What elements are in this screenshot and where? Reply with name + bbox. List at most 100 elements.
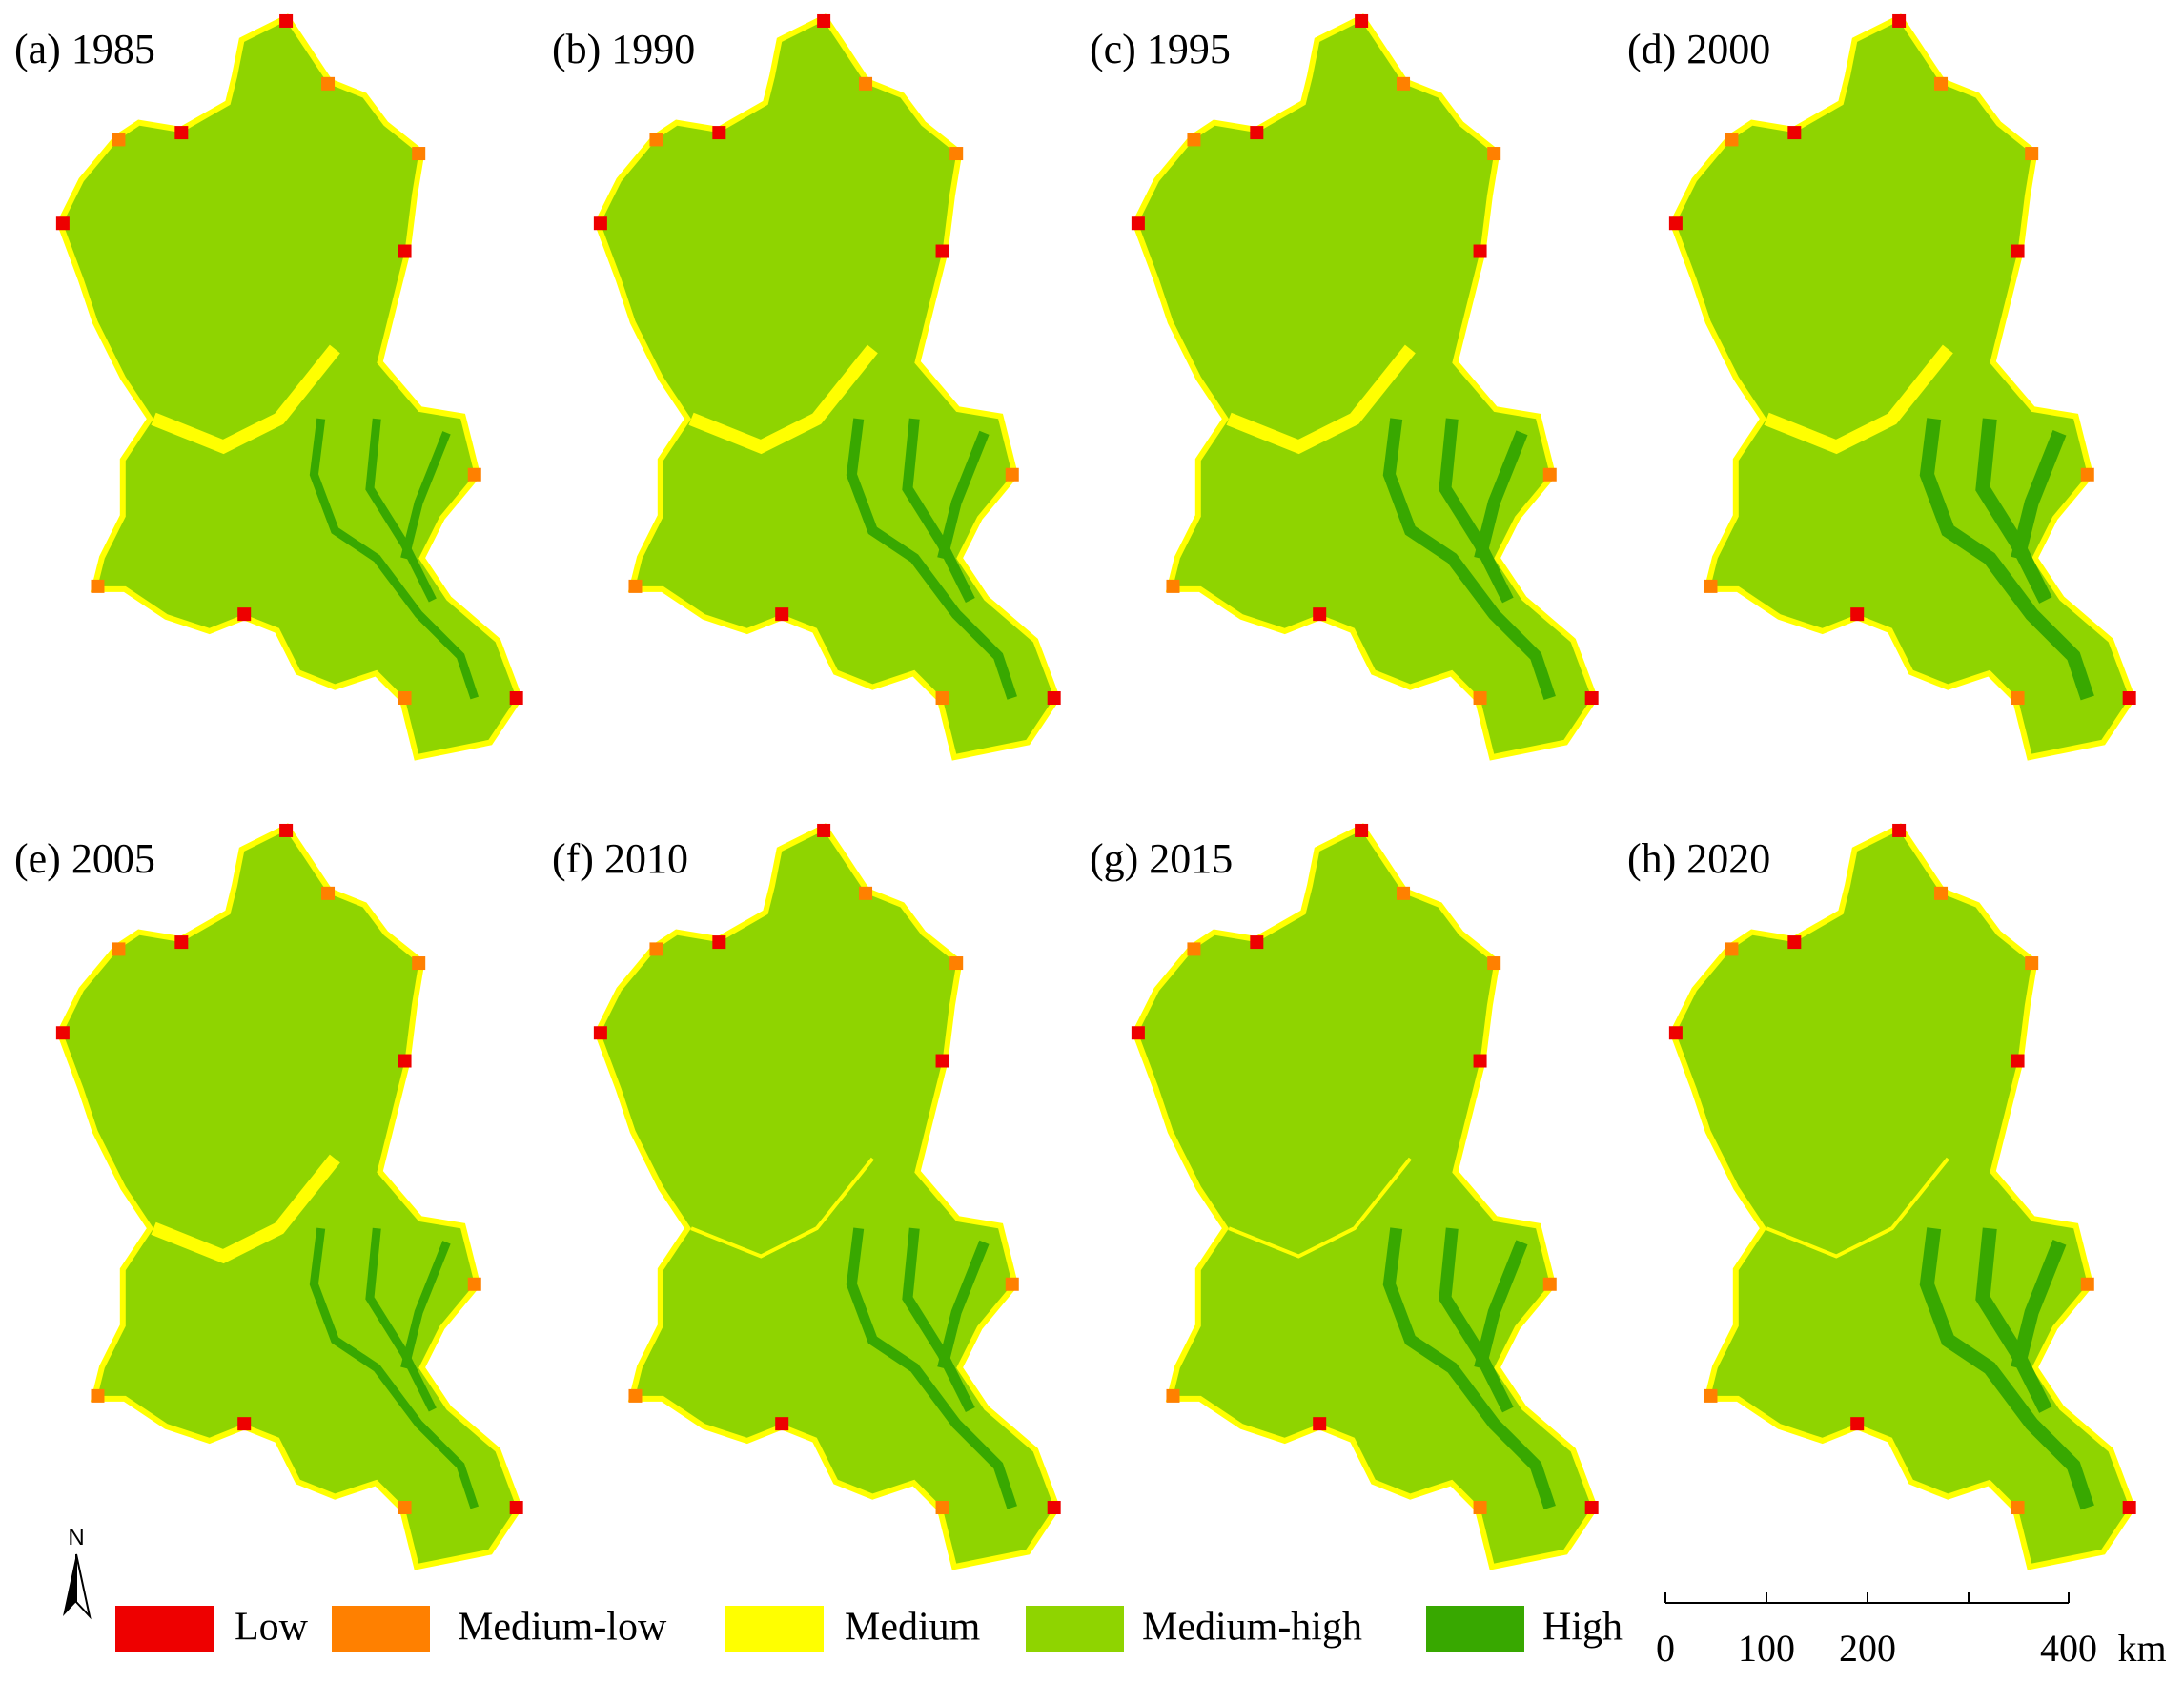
high-zone xyxy=(1439,1227,1514,1413)
edge-cell xyxy=(593,216,607,231)
north-arrow-half xyxy=(75,1553,92,1620)
legend-label: High xyxy=(1542,1606,1623,1650)
edge-cell xyxy=(1355,13,1369,28)
edge-cell xyxy=(859,886,873,900)
map-panel: (a) 1985 xyxy=(14,13,523,761)
edge-cell xyxy=(859,76,873,91)
region-fill xyxy=(1137,831,1592,1564)
edge-cell xyxy=(949,956,964,971)
edge-cell xyxy=(817,823,831,837)
panel-label: (a) 1985 xyxy=(14,26,155,72)
edge-cell xyxy=(1313,1417,1327,1431)
scale-bar: 0 100 200 400 km xyxy=(1656,1592,2167,1670)
panel-label: (e) 2005 xyxy=(14,835,155,882)
edge-cell xyxy=(628,1388,643,1403)
edge-cell xyxy=(935,1501,949,1514)
edge-cell xyxy=(279,823,294,837)
edge-cell xyxy=(467,1277,481,1291)
map-panel: (d) 2000 xyxy=(1627,13,2136,761)
edge-cell xyxy=(1584,691,1599,705)
panel-label: (b) 1990 xyxy=(552,26,695,72)
high-zone xyxy=(1382,418,1556,701)
high-zone xyxy=(400,431,451,560)
edge-cell xyxy=(1892,823,1907,837)
edge-cell xyxy=(321,886,336,900)
edge-cell xyxy=(1131,1026,1145,1040)
map-panel: (c) 1995 xyxy=(1090,13,1599,761)
scale-label: 100 xyxy=(1738,1627,1795,1670)
edge-cell xyxy=(1397,76,1411,91)
edge-cell xyxy=(1355,823,1369,837)
edge-cell xyxy=(593,1026,607,1040)
panel-label: (c) 1995 xyxy=(1090,26,1231,72)
legend-label: Low xyxy=(235,1606,309,1650)
edge-cell xyxy=(1668,216,1683,231)
edge-cell xyxy=(775,1417,789,1431)
region-fill xyxy=(1675,831,2130,1564)
medium-zone xyxy=(688,344,878,455)
map-panel: (b) 1990 xyxy=(552,13,1061,761)
high-zone xyxy=(365,418,437,603)
edge-cell xyxy=(1704,1388,1718,1403)
edge-cell xyxy=(55,216,70,231)
legend-label: Medium xyxy=(845,1606,981,1650)
medium-zone xyxy=(1764,344,1953,455)
edge-cell xyxy=(398,1054,412,1068)
edge-cell xyxy=(1487,956,1501,971)
edge-cell xyxy=(1313,607,1327,622)
map-panel: (e) 2005 xyxy=(14,823,523,1570)
edge-cell xyxy=(467,467,481,482)
edge-cell xyxy=(1850,607,1865,622)
legend-swatch xyxy=(332,1606,430,1652)
edge-cell xyxy=(1850,1417,1865,1431)
edge-cell xyxy=(1166,579,1180,593)
edge-cell xyxy=(1131,216,1145,231)
panel-label: (d) 2000 xyxy=(1627,26,1770,72)
edge-cell xyxy=(91,1388,105,1403)
panel-label: (h) 2020 xyxy=(1627,835,1770,882)
edge-cell xyxy=(2080,467,2094,482)
high-zone xyxy=(846,418,1017,700)
edge-cell xyxy=(935,1054,949,1068)
edge-cell xyxy=(1250,935,1264,950)
edge-cell xyxy=(55,1026,70,1040)
edge-cell xyxy=(935,244,949,258)
edge-cell xyxy=(1934,886,1949,900)
scale-label: 400 xyxy=(2040,1627,2097,1670)
edge-cell xyxy=(1397,886,1411,900)
edge-cell xyxy=(1047,1501,1061,1514)
medium-zone xyxy=(151,1154,340,1264)
edge-cell xyxy=(949,147,964,161)
high-zone xyxy=(1382,1227,1556,1510)
medium-zone xyxy=(1226,344,1416,455)
high-zone xyxy=(1919,1227,2094,1510)
edge-cell xyxy=(1473,244,1487,258)
map-panels: (a) 1985 (b) 1990 (c) 1995 (d) 2000 (e) 2005… xyxy=(14,13,2136,1570)
panel-label: (f) 2010 xyxy=(552,835,688,882)
scale-unit: km xyxy=(2117,1627,2166,1670)
region-fill xyxy=(600,831,1054,1564)
legend-label: Medium-low xyxy=(458,1606,667,1650)
edge-cell xyxy=(1668,1026,1683,1040)
edge-cell xyxy=(398,691,412,705)
legend-swatch xyxy=(725,1606,824,1652)
legend-label: Medium-high xyxy=(1142,1606,1362,1650)
edge-cell xyxy=(2011,1501,2025,1514)
high-zone xyxy=(400,1241,451,1369)
high-zone xyxy=(309,418,480,700)
edge-cell xyxy=(237,1417,252,1431)
edge-cell xyxy=(649,942,663,956)
high-zone xyxy=(937,430,990,560)
high-zone xyxy=(2011,1240,2067,1370)
edge-cell xyxy=(935,691,949,705)
high-zone xyxy=(2011,430,2067,561)
legend-swatch xyxy=(1026,1606,1124,1652)
high-zone xyxy=(937,1240,990,1369)
edge-cell xyxy=(509,691,523,705)
high-zone xyxy=(309,1227,480,1509)
edge-cell xyxy=(91,579,105,593)
edge-cell xyxy=(1787,126,1802,140)
edge-cell xyxy=(237,607,252,622)
high-zone xyxy=(1474,1240,1528,1370)
